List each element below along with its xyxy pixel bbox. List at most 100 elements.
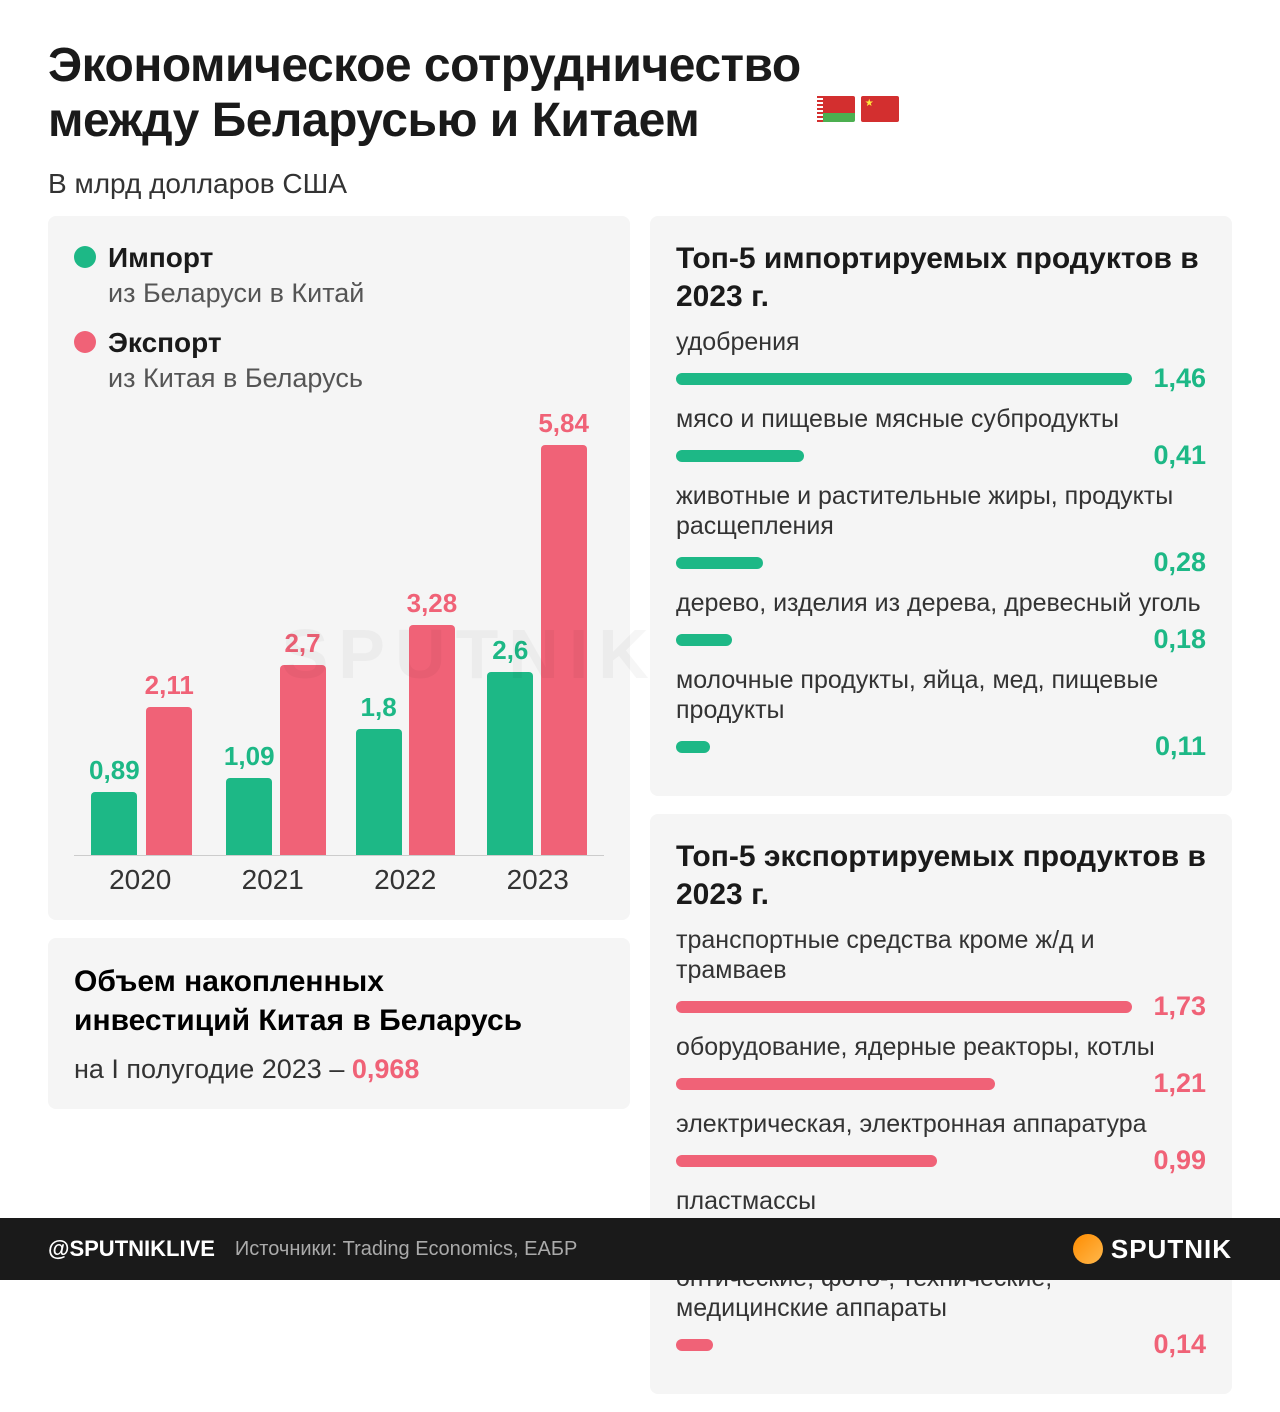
bar-value-label: 2,11 bbox=[145, 670, 194, 701]
bar-value-label: 0,89 bbox=[89, 755, 140, 786]
x-label: 2021 bbox=[223, 864, 323, 896]
logo-text: SPUTNIK bbox=[1111, 1234, 1232, 1265]
product-bar-row: 0,99 bbox=[676, 1145, 1206, 1176]
belarus-flag-icon bbox=[817, 96, 855, 122]
import-bar-2021: 1,09 bbox=[224, 741, 275, 855]
export-bar-2023: 5,84 bbox=[538, 408, 589, 855]
investment-card: Объем накопленных инвестиций Китая в Бел… bbox=[48, 938, 630, 1109]
product-bar-row: 1,73 bbox=[676, 991, 1206, 1022]
product-label: оборудование, ядерные реакторы, котлы bbox=[676, 1032, 1206, 1062]
product-item: транспортные средства кроме ж/д и трамва… bbox=[676, 925, 1206, 1022]
product-bar bbox=[676, 373, 1132, 385]
product-bar bbox=[676, 557, 763, 569]
import-dot-icon bbox=[74, 246, 96, 268]
bar-group-2021: 1,09 2,7 bbox=[224, 628, 326, 855]
import-bar-2023: 2,6 bbox=[487, 635, 533, 855]
product-bar-track bbox=[676, 741, 1132, 753]
legend-import-bold: Импорт bbox=[108, 242, 213, 273]
footer-handle: @SPUTNIKLIVE bbox=[48, 1236, 215, 1262]
x-label: 2020 bbox=[90, 864, 190, 896]
bar-rect bbox=[91, 792, 137, 854]
export-product-list: транспортные средства кроме ж/д и трамва… bbox=[676, 925, 1206, 1360]
legend-export: Экспорт из Китая в Беларусь bbox=[74, 325, 604, 396]
product-value: 0,41 bbox=[1144, 440, 1206, 471]
legend-export-text: Экспорт из Китая в Беларусь bbox=[108, 325, 363, 396]
export-bar-2022: 3,28 bbox=[407, 588, 458, 855]
bar-value-label: 2,6 bbox=[492, 635, 528, 666]
product-label: электрическая, электронная аппаратура bbox=[676, 1109, 1206, 1139]
product-bar-track bbox=[676, 1155, 1132, 1167]
top-export-card: Топ-5 экспортируемых продуктов в 2023 г.… bbox=[650, 814, 1232, 1394]
product-label: мясо и пищевые мясные субпродукты bbox=[676, 404, 1206, 434]
bar-rect bbox=[226, 778, 272, 855]
product-bar-track bbox=[676, 450, 1132, 462]
legend-export-bold: Экспорт bbox=[108, 327, 222, 358]
title-line-1: Экономическое сотрудничество bbox=[48, 39, 801, 92]
bar-group-2023: 2,6 5,84 bbox=[487, 408, 589, 855]
invest-title-l2: инвестиций Китая в Беларусь bbox=[74, 1004, 522, 1037]
bar-rect bbox=[541, 445, 587, 855]
import-bar-2022: 1,8 bbox=[356, 692, 402, 855]
product-label: молочные продукты, яйца, мед, пищевые пр… bbox=[676, 665, 1206, 725]
product-bar-track bbox=[676, 634, 1132, 646]
product-bar-row: 1,46 bbox=[676, 363, 1206, 394]
product-value: 1,73 bbox=[1144, 991, 1206, 1022]
product-value: 0,99 bbox=[1144, 1145, 1206, 1176]
product-bar-row: 0,11 bbox=[676, 731, 1206, 762]
product-value: 0,18 bbox=[1144, 624, 1206, 655]
legend-export-sub: из Китая в Беларусь bbox=[108, 363, 363, 393]
product-label: пластмассы bbox=[676, 1186, 1206, 1216]
product-bar-row: 0,28 bbox=[676, 547, 1206, 578]
bar-rect bbox=[356, 729, 402, 855]
product-bar-row: 0,18 bbox=[676, 624, 1206, 655]
product-bar bbox=[676, 1155, 937, 1167]
title-line-2: между Беларусью и Китаем bbox=[48, 94, 699, 147]
investment-subtitle: на I полугодие 2023 – 0,968 bbox=[74, 1054, 604, 1085]
bar-rect bbox=[487, 672, 533, 855]
logo-circle-icon bbox=[1073, 1234, 1103, 1264]
product-bar bbox=[676, 450, 804, 462]
bar-group-2020: 0,89 2,11 bbox=[89, 670, 194, 855]
x-label: 2022 bbox=[355, 864, 455, 896]
product-bar bbox=[676, 634, 732, 646]
product-bar bbox=[676, 1078, 995, 1090]
product-value: 1,21 bbox=[1144, 1068, 1206, 1099]
product-bar-track bbox=[676, 557, 1132, 569]
product-value: 0,28 bbox=[1144, 547, 1206, 578]
product-item: мясо и пищевые мясные субпродукты 0,41 bbox=[676, 404, 1206, 471]
product-bar-track bbox=[676, 1078, 1132, 1090]
product-value: 0,14 bbox=[1144, 1329, 1206, 1360]
bar-rect bbox=[280, 665, 326, 855]
china-flag-icon bbox=[861, 96, 899, 122]
bar-rect bbox=[409, 625, 455, 855]
footer-left: @SPUTNIKLIVE Источники: Trading Economic… bbox=[48, 1236, 577, 1262]
product-bar bbox=[676, 1001, 1132, 1013]
import-bar-2020: 0,89 bbox=[89, 755, 140, 854]
legend-import-text: Импорт из Беларуси в Китай bbox=[108, 240, 364, 311]
x-axis-labels: 2020 2021 2022 2023 bbox=[74, 864, 604, 896]
bar-value-label: 2,7 bbox=[284, 628, 320, 659]
bar-value-label: 1,8 bbox=[361, 692, 397, 723]
product-value: 1,46 bbox=[1144, 363, 1206, 394]
invest-sub-prefix: на I полугодие 2023 – bbox=[74, 1054, 352, 1084]
sputnik-logo: SPUTNIK bbox=[1073, 1234, 1232, 1265]
import-product-list: удобрения1,46 мясо и пищевые мясные субпр… bbox=[676, 327, 1206, 762]
x-label: 2023 bbox=[488, 864, 588, 896]
product-label: животные и растительные жиры, продукты р… bbox=[676, 481, 1206, 541]
top-import-title: Топ-5 импортируемых продуктов в 2023 г. bbox=[676, 240, 1206, 315]
bar-chart: 0,892,111,092,71,83,282,65,84 2020202120… bbox=[74, 416, 604, 896]
bar-groups: 0,892,111,092,71,83,282,65,84 bbox=[74, 416, 604, 856]
subtitle: В млрд долларов США bbox=[48, 168, 1232, 200]
investment-title: Объем накопленных инвестиций Китая в Бел… bbox=[74, 962, 604, 1040]
product-bar bbox=[676, 1339, 713, 1351]
invest-title-l1: Объем накопленных bbox=[74, 965, 384, 998]
product-item: животные и растительные жиры, продукты р… bbox=[676, 481, 1206, 578]
product-bar-track bbox=[676, 1339, 1132, 1351]
footer: @SPUTNIKLIVE Источники: Trading Economic… bbox=[0, 1218, 1280, 1280]
product-item: оборудование, ядерные реакторы, котлы 1,2… bbox=[676, 1032, 1206, 1099]
flags bbox=[817, 96, 899, 122]
export-dot-icon bbox=[74, 331, 96, 353]
product-item: электрическая, электронная аппаратура 0,9… bbox=[676, 1109, 1206, 1176]
product-item: удобрения1,46 bbox=[676, 327, 1206, 394]
sources-prefix: Источники: bbox=[235, 1238, 343, 1260]
